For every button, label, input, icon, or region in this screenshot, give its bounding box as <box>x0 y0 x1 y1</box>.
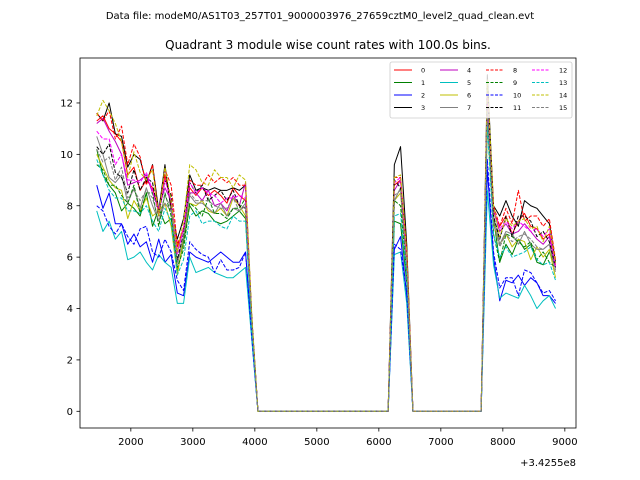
legend-frame <box>389 61 573 119</box>
legend: 0 4 8 121 5 9 132 6 10 143 7 11 15 <box>389 61 573 119</box>
x-tick-label: 5000 <box>304 437 329 448</box>
y-tick-label: 6 <box>67 253 73 264</box>
legend-label-12: 12 <box>559 66 567 74</box>
legend-label-8: 8 <box>513 66 517 74</box>
y-tick-label: 12 <box>60 99 73 110</box>
x-tick-label: 8000 <box>490 437 515 448</box>
chart-suptitle: Data file: modeM0/AS1T03_257T01_90000039… <box>106 11 534 22</box>
y-tick-label: 2 <box>67 356 73 367</box>
legend-label-15: 15 <box>559 104 567 112</box>
legend-label-10: 10 <box>513 91 521 99</box>
legend-label-9: 9 <box>513 79 517 87</box>
x-tick-label: 2000 <box>118 437 143 448</box>
x-tick-label: 9000 <box>552 437 577 448</box>
x-tick-label: 7000 <box>428 437 453 448</box>
x-tick-label: 4000 <box>242 437 267 448</box>
legend-label-3: 3 <box>421 104 425 112</box>
series-line-15 <box>96 107 557 412</box>
y-tick-label: 10 <box>60 150 73 161</box>
series-line-10 <box>96 158 556 412</box>
x-offset-label: +3.4255e8 <box>520 458 576 469</box>
legend-label-11: 11 <box>513 104 521 112</box>
legend-label-6: 6 <box>467 91 471 99</box>
axis-ticks: 2000 3000 4000 5000 6000 7000 8000 9000 0 2 4 6 8 10 1… <box>60 99 577 448</box>
x-tick-label: 6000 <box>366 437 391 448</box>
legend-label-4: 4 <box>467 66 471 74</box>
x-tick-label: 3000 <box>180 437 205 448</box>
legend-label-2: 2 <box>421 91 425 99</box>
legend-label-13: 13 <box>559 79 567 87</box>
plot-lines <box>96 74 557 412</box>
chart-title: Quadrant 3 module wise count rates with … <box>165 38 491 52</box>
y-tick-label: 4 <box>67 304 73 315</box>
legend-label-7: 7 <box>467 104 471 112</box>
legend-label-1: 1 <box>421 79 425 87</box>
legend-label-0: 0 <box>421 66 425 74</box>
y-tick-label: 8 <box>67 201 73 212</box>
y-tick-label: 0 <box>67 407 73 418</box>
legend-label-5: 5 <box>467 79 471 87</box>
axes-frame <box>79 57 577 429</box>
legend-label-14: 14 <box>559 91 567 99</box>
